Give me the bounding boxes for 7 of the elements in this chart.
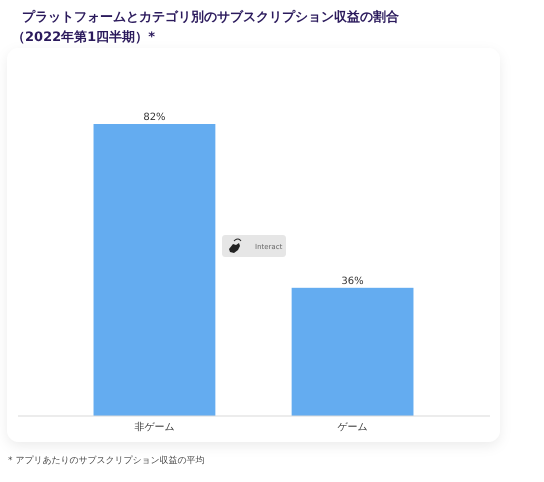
data-label: 36% [341,276,364,287]
x-tick-label: 非ゲーム [134,421,174,433]
text: * アプリあたりのサブスクリプション収益の平均 [8,455,204,466]
x-tick-label: ゲーム [338,422,368,433]
chart-title: プラットフォームとカテゴリ別のサブスクリプション収益の割合 [22,9,399,25]
data-label: 82% [143,112,166,123]
chart-subtitle: （2022年第1四半期）* [12,30,156,45]
